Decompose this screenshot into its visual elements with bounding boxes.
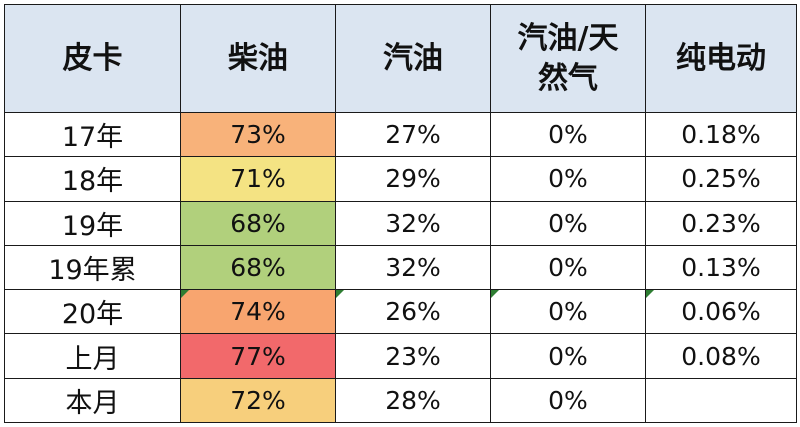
- row-label-cell[interactable]: 17年: [4, 111, 181, 158]
- table-row: 17年 73% 27% 0% 0.18%: [4, 111, 797, 158]
- gasoline-cell[interactable]: 29%: [335, 156, 491, 202]
- gas-natural-cell[interactable]: 0%: [490, 200, 646, 246]
- diesel-cell[interactable]: 73%: [180, 111, 336, 158]
- error-indicator-icon[interactable]: [491, 290, 499, 299]
- diesel-value: 74%: [230, 297, 286, 327]
- row-label-cell[interactable]: 20年: [4, 289, 181, 335]
- diesel-cell[interactable]: 72%: [180, 377, 336, 424]
- row-label-cell[interactable]: 18年: [4, 156, 181, 202]
- gas-natural-cell[interactable]: 0%: [490, 111, 646, 158]
- header-cell-gasoline[interactable]: 汽油: [335, 4, 491, 113]
- gas-natural-cell[interactable]: 0%: [490, 244, 646, 291]
- header-cell-diesel[interactable]: 柴油: [180, 4, 336, 113]
- electric-cell[interactable]: [645, 377, 797, 424]
- diesel-cell[interactable]: 68%: [180, 200, 336, 246]
- gasoline-cell[interactable]: 32%: [335, 244, 491, 291]
- diesel-cell[interactable]: 68%: [180, 244, 336, 291]
- table-row: 本月 72% 28% 0%: [4, 377, 797, 424]
- gasoline-cell[interactable]: 28%: [335, 377, 491, 424]
- row-label-cell[interactable]: 19年累: [4, 244, 181, 291]
- gasoline-value: 26%: [385, 297, 441, 327]
- gas-natural-cell[interactable]: 0%: [490, 333, 646, 379]
- row-label-cell[interactable]: 上月: [4, 333, 181, 379]
- electric-cell[interactable]: 0.13%: [645, 244, 797, 291]
- gas-natural-cell[interactable]: 0%: [490, 156, 646, 202]
- header-cell-gas-natural[interactable]: 汽油/天 然气: [490, 4, 646, 113]
- electric-cell[interactable]: 0.18%: [645, 111, 797, 158]
- gasoline-cell[interactable]: 23%: [335, 333, 491, 379]
- electric-cell[interactable]: 0.08%: [645, 333, 797, 379]
- header-row: 皮卡 柴油 汽油 汽油/天 然气 纯电动: [4, 4, 797, 113]
- table-row: 上月 77% 23% 0% 0.08%: [4, 333, 797, 379]
- gasoline-cell[interactable]: 26%: [335, 289, 491, 335]
- error-indicator-icon[interactable]: [336, 290, 344, 299]
- electric-cell[interactable]: 0.06%: [645, 289, 797, 335]
- header-gas-natural-line-2: 然气: [538, 60, 598, 96]
- error-indicator-icon[interactable]: [646, 290, 654, 299]
- diesel-cell[interactable]: 74%: [180, 289, 336, 335]
- electric-cell[interactable]: 0.23%: [645, 200, 797, 246]
- gas-natural-value: 0%: [548, 297, 588, 327]
- table-row: 20年 74% 26% 0% 0.06%: [4, 289, 797, 335]
- header-gas-natural-line-1: 汽油/天: [517, 20, 619, 56]
- electric-cell[interactable]: 0.25%: [645, 156, 797, 202]
- row-label-cell[interactable]: 19年: [4, 200, 181, 246]
- header-cell-pickup[interactable]: 皮卡: [4, 4, 181, 113]
- pickup-fuel-share-table: 皮卡 柴油 汽油 汽油/天 然气 纯电动 17年 73% 27% 0% 0.18…: [4, 4, 797, 424]
- row-label-cell[interactable]: 本月: [4, 377, 181, 424]
- gasoline-cell[interactable]: 32%: [335, 200, 491, 246]
- diesel-cell[interactable]: 71%: [180, 156, 336, 202]
- error-indicator-icon[interactable]: [181, 290, 189, 299]
- gas-natural-cell[interactable]: 0%: [490, 377, 646, 424]
- table-row: 19年累 68% 32% 0% 0.13%: [4, 244, 797, 291]
- diesel-cell[interactable]: 77%: [180, 333, 336, 379]
- gasoline-cell[interactable]: 27%: [335, 111, 491, 158]
- table-row: 18年 71% 29% 0% 0.25%: [4, 156, 797, 202]
- table-row: 19年 68% 32% 0% 0.23%: [4, 200, 797, 246]
- gas-natural-cell[interactable]: 0%: [490, 289, 646, 335]
- header-cell-electric[interactable]: 纯电动: [645, 4, 797, 113]
- electric-value: 0.06%: [681, 297, 761, 327]
